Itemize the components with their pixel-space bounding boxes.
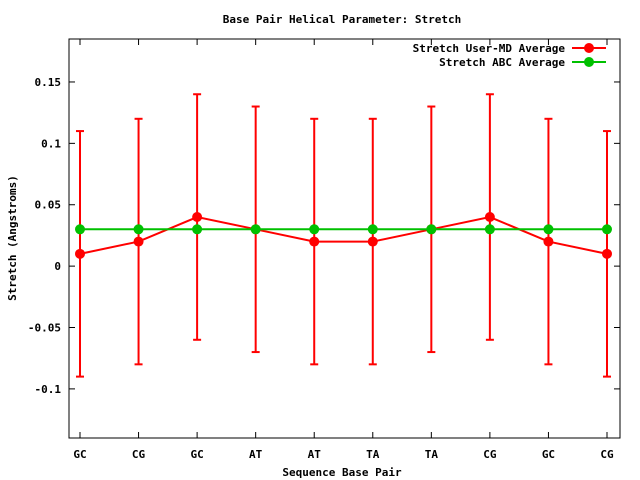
data-point <box>602 224 612 235</box>
x-axis-label: Sequence Base Pair <box>282 466 402 479</box>
y-axis: 0.15 0.1 0.05 0 -0.05 -0.1 <box>28 76 620 396</box>
x-tick-label: GC <box>190 448 203 461</box>
x-tick-label: CG <box>483 448 497 461</box>
data-point <box>192 224 203 235</box>
series-1 <box>75 93 612 378</box>
y-axis-label: Stretch (Angstroms) <box>6 175 19 301</box>
x-tick-label: CG <box>132 448 146 461</box>
data-point <box>75 224 85 235</box>
series-2 <box>75 224 612 235</box>
data-point <box>426 224 437 235</box>
y-tick-label: -0.05 <box>28 322 61 335</box>
x-tick-label: AT <box>308 448 322 461</box>
data-point <box>133 236 144 247</box>
data-point <box>75 248 85 259</box>
data-point <box>484 212 495 223</box>
y-tick-label: 0.05 <box>35 199 62 212</box>
chart-title: Base Pair Helical Parameter: Stretch <box>223 13 461 26</box>
series-line <box>79 215 608 255</box>
series-layer <box>75 93 612 378</box>
data-point <box>250 224 261 235</box>
y-tick-label: 0.1 <box>41 137 61 150</box>
data-point <box>309 224 320 235</box>
legend-marker <box>584 57 594 67</box>
legend-marker <box>584 43 594 53</box>
data-point <box>367 224 378 235</box>
legend-label: Stretch User-MD Average <box>413 42 566 55</box>
data-point <box>309 236 320 247</box>
legend-label: Stretch ABC Average <box>439 56 565 69</box>
x-tick-label: TA <box>366 448 380 461</box>
data-point <box>484 224 495 235</box>
x-tick-label: AT <box>249 448 263 461</box>
y-tick-label: -0.1 <box>35 383 62 396</box>
x-tick-label: GC <box>542 448 555 461</box>
x-tick-label: TA <box>425 448 439 461</box>
plot-area-frame <box>68 38 621 439</box>
y-tick-label: 0 <box>54 260 61 273</box>
data-point <box>367 236 378 247</box>
data-point <box>543 224 554 235</box>
y-tick-label: 0.15 <box>35 76 62 89</box>
x-tick-label: GC <box>73 448 86 461</box>
data-point <box>602 248 612 259</box>
data-point <box>133 224 144 235</box>
x-axis: GC CG GC AT AT TA TA CG GC CG <box>73 39 614 461</box>
data-point <box>543 236 554 247</box>
data-point <box>192 212 203 223</box>
x-tick-label: CG <box>600 448 614 461</box>
